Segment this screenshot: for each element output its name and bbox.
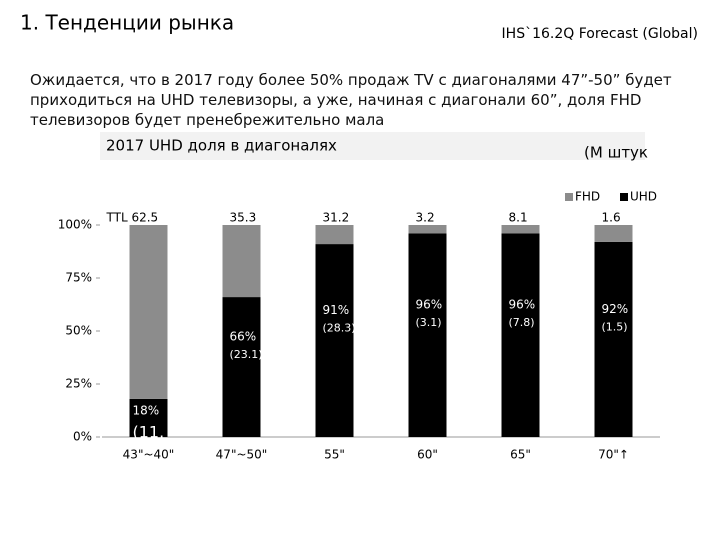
chart-title: 2017 UHD доля в диагоналях — [106, 137, 337, 155]
y-tick-label: 75% — [65, 271, 92, 285]
description: Ожидается, что в 2017 году более 50% про… — [30, 70, 672, 130]
value-label: 92% — [602, 302, 629, 316]
y-tick-label: 50% — [65, 324, 92, 338]
value-label: 18% — [133, 403, 160, 417]
volume-label: (23.1) — [230, 348, 263, 361]
x-tick-label: 43"~40" — [123, 448, 175, 462]
volume-label: (7.8) — [509, 316, 535, 329]
total-label: 3.2 — [416, 211, 435, 225]
volume-label: (11. — [133, 422, 165, 441]
value-label: 66% — [230, 330, 257, 344]
bar-segment — [594, 225, 633, 242]
slide-title: 1. Тенденции рынка — [20, 11, 234, 35]
source: IHS`16.2Q Forecast (Global) — [502, 26, 698, 42]
text-line: телевизоров будет пренебрежительно мала — [30, 111, 385, 129]
legend-label: FHD — [575, 190, 600, 204]
volume-label: (28.3) — [323, 322, 356, 335]
total-label: TTL 62.5 — [106, 211, 159, 225]
value-label: 96% — [416, 298, 443, 312]
volume-label: (1.5) — [602, 320, 628, 333]
legend-swatch — [565, 193, 573, 201]
bar-segment — [222, 297, 261, 437]
text-line: приходиться на UHD телевизоры, а уже, на… — [30, 91, 642, 109]
x-tick-label: 65" — [510, 448, 531, 462]
bar-segment — [315, 225, 354, 245]
value-label: 96% — [509, 298, 536, 312]
x-tick-label: 55" — [324, 448, 345, 462]
bar-segment — [129, 225, 168, 399]
x-tick-label: 70"↑ — [598, 448, 629, 462]
y-tick-label: 100% — [58, 218, 92, 232]
total-label: 1.6 — [602, 211, 621, 225]
chart-title-box — [100, 132, 645, 160]
unit-note: (М штук — [584, 144, 648, 162]
bar-segment — [129, 398, 168, 437]
total-label: 8.1 — [509, 211, 528, 225]
bar-segment — [408, 225, 447, 234]
y-tick-label: 0% — [73, 430, 92, 444]
legend-label: UHD — [630, 190, 657, 204]
y-tick-label: 25% — [65, 377, 92, 391]
bar-segment — [222, 225, 261, 298]
text-line: Ожидается, что в 2017 году более 50% про… — [30, 71, 672, 89]
volume-label: (3.1) — [416, 316, 442, 329]
bar-segment — [315, 244, 354, 437]
bar-segment — [501, 233, 540, 437]
bar-segment — [501, 225, 540, 234]
value-label: 91% — [323, 303, 350, 317]
legend-swatch — [620, 193, 628, 201]
x-tick-label: 47"~50" — [216, 448, 268, 462]
x-tick-label: 60" — [417, 448, 438, 462]
bar-segment — [594, 241, 633, 437]
bar-segment — [408, 233, 447, 437]
total-label: 31.2 — [323, 211, 350, 225]
total-label: 35.3 — [230, 211, 257, 225]
